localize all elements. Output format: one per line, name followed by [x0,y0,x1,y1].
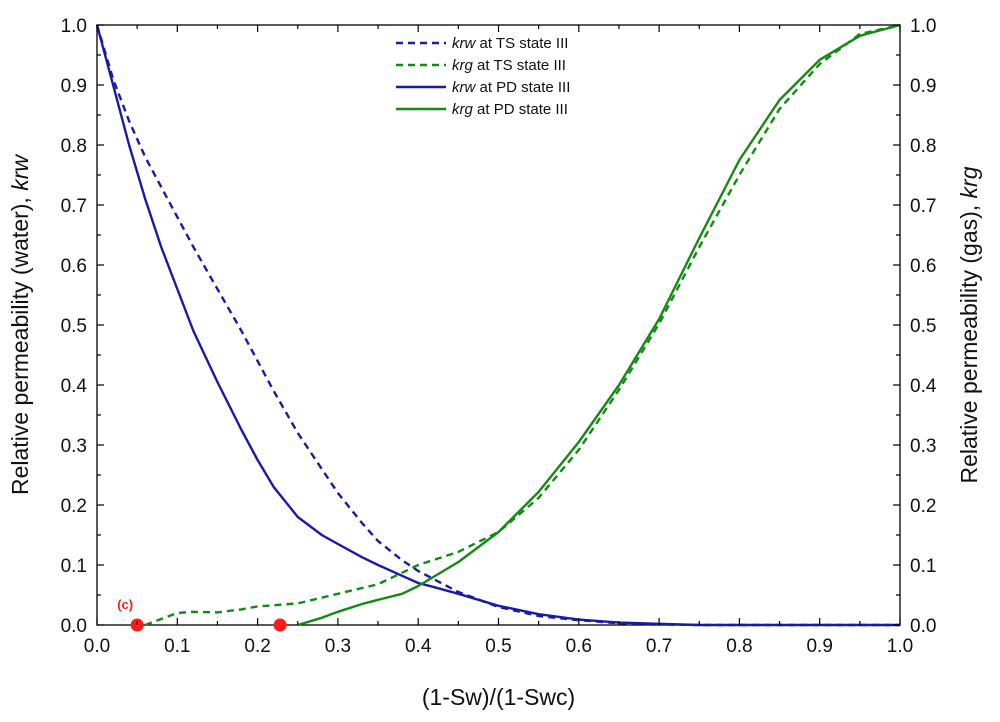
y-left-tick-label: 0.5 [61,316,87,337]
legend-var-krw-ts: krw [452,35,476,52]
legend-item-krg-pd: krg at PD state III [396,101,568,118]
y-right-tick-label: 0.7 [910,196,936,217]
legend-label-krw-ts: krw at TS state III [452,35,568,52]
legend-rest-krw-ts: at TS state III [475,35,568,52]
y-left-title-text: Relative permeability (water), [7,191,33,495]
x-tick-label: 0.4 [405,636,432,657]
threshold-marker-1 [273,618,287,632]
legend: krw at TS state III krg at TS state III … [396,35,570,118]
y-right-tick-label: 0.3 [910,436,936,457]
y-right-tick-label: 0.8 [910,136,936,157]
y-left-tick-label: 0.1 [61,556,87,577]
y-left-tick-label: 0.2 [61,496,87,517]
y-right-tick-label: 0.2 [910,496,936,517]
y-left-tick-label: 0.4 [61,376,88,397]
y-right-title-var: krg [956,166,982,198]
y-right-tick-label: 0.1 [910,556,936,577]
y-right-tick-label: 0.0 [910,616,936,637]
legend-item-krw-ts: krw at TS state III [396,35,568,52]
y-right-tick-labels: 0.0 0.1 0.2 0.3 0.4 0.5 0.6 0.7 0.8 0.9 1.0 [910,16,937,637]
y-right-tick-label: 0.9 [910,76,936,97]
y-right-axis-title: Relative permeability (gas), krg [956,166,982,483]
y-left-tick-label: 1.0 [61,16,87,37]
y-left-tick-label: 0.3 [61,436,87,457]
y-right-tick-label: 0.6 [910,256,936,277]
y-right-title-text: Relative permeability (gas), [956,198,982,483]
y-right-tick-label: 1.0 [910,16,936,37]
x-tick-label: 0.0 [84,636,110,657]
x-tick-label: 1.0 [887,636,913,657]
series-layer [95,23,901,627]
y-left-tick-label: 0.0 [61,616,87,637]
y-right-tick-label: 0.4 [910,376,937,397]
x-tick-label: 0.2 [244,636,270,657]
series-line-1 [144,23,901,627]
x-tick-label: 0.3 [325,636,351,657]
legend-label-krg-ts: krg at TS state III [452,57,566,74]
x-axis-title: (1-Sw)/(1-Swc) [422,684,575,710]
x-tick-label: 0.7 [646,636,672,657]
legend-label-krg-pd: krg at PD state III [452,101,568,118]
series-line-2 [95,24,900,627]
x-tick-labels: 0.0 0.1 0.2 0.3 0.4 0.5 0.6 0.7 0.8 0.9 1.0 [84,636,913,657]
legend-var-krg-ts: krg [452,57,473,74]
x-tick-label: 0.6 [566,636,592,657]
x-tick-label: 0.1 [164,636,190,657]
x-tick-label: 0.5 [485,636,511,657]
legend-rest-krw-pd: at PD state III [475,79,570,96]
y-left-tick-label: 0.6 [61,256,87,277]
legend-item-krg-ts: krg at TS state III [396,57,566,74]
series-line-3 [297,23,901,627]
legend-rest-krg-pd: at PD state III [473,101,568,118]
y-right-tick-label: 0.5 [910,316,936,337]
y-left-tick-label: 0.8 [61,136,87,157]
legend-item-krw-pd: krw at PD state III [396,79,570,96]
y-left-axis-title: Relative permeability (water), krw [7,154,33,495]
x-tick-label: 0.8 [726,636,752,657]
y-left-title-var: krw [7,154,33,191]
legend-var-krg-pd: krg [452,101,473,118]
legend-var-krw-pd: krw [452,79,476,96]
legend-label-krw-pd: krw at PD state III [452,79,570,96]
axis-ticks [96,24,901,626]
y-left-tick-label: 0.7 [61,196,87,217]
annotation-label: (c) [117,597,133,612]
y-left-tick-labels: 0.0 0.1 0.2 0.3 0.4 0.5 0.6 0.7 0.8 0.9 1.0 [61,16,88,637]
legend-rest-krg-ts: at TS state III [473,57,566,74]
y-left-tick-label: 0.9 [61,76,87,97]
x-tick-label: 0.9 [806,636,832,657]
